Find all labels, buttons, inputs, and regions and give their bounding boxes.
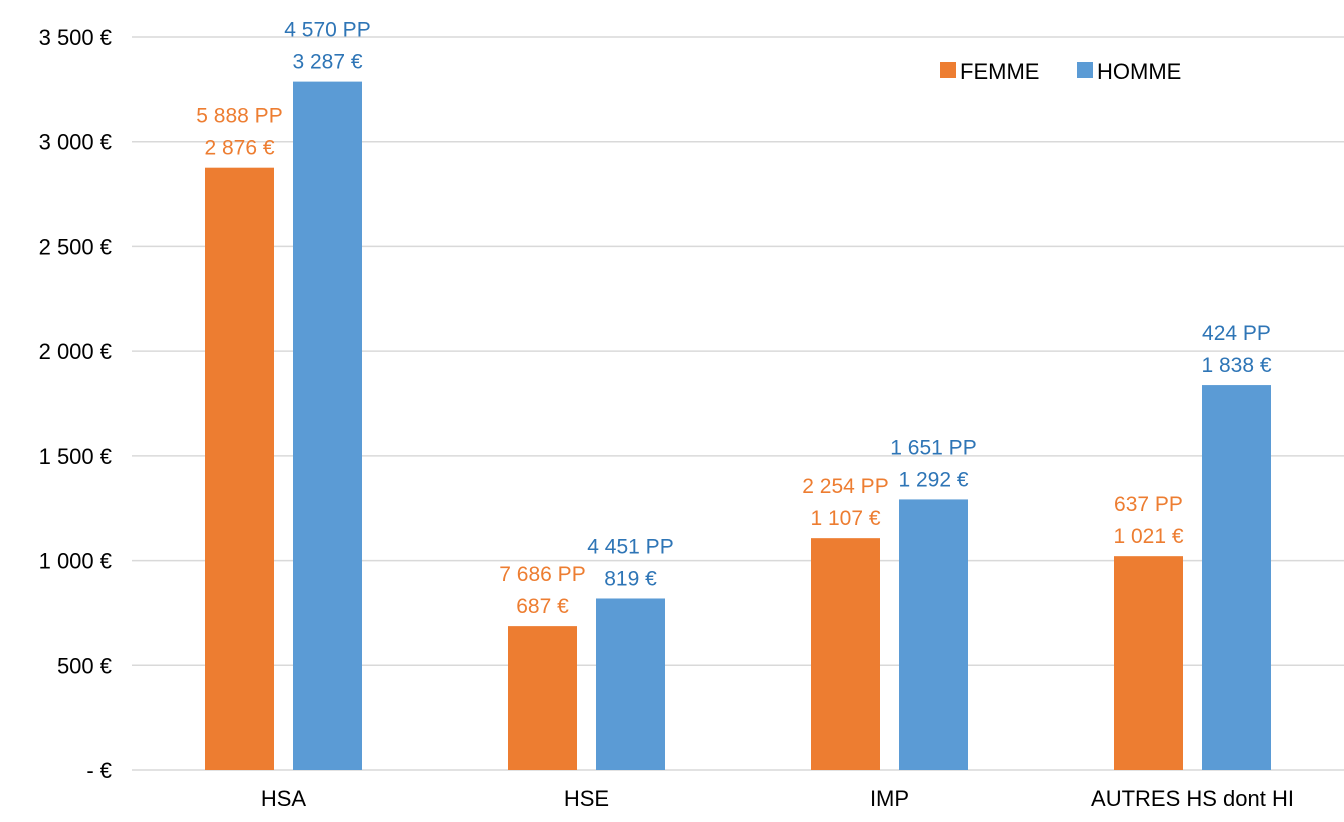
y-tick-label: - €: [86, 758, 112, 783]
bar-homme: [293, 81, 362, 771]
data-label-value: 1 021 €: [1113, 525, 1183, 548]
data-label-value: 1 292 €: [898, 468, 968, 491]
x-category-label: HSE: [564, 786, 609, 811]
bar-homme: [1202, 385, 1271, 770]
y-axis-tick-labels: - € 500 € 1 000 € 1 500 € 2 000 € 2 500 € 3 00…: [39, 25, 112, 783]
y-tick-label: 2 000 €: [39, 339, 112, 364]
legend-label-femme: FEMME: [960, 59, 1039, 84]
data-label-value: 1 838 €: [1201, 354, 1271, 377]
data-label-pp: 637 PP: [1114, 493, 1183, 516]
bar-homme: [899, 499, 968, 770]
legend-swatch-femme: [940, 62, 956, 78]
data-label-value: 819 €: [604, 567, 657, 590]
data-label-pp: 7 686 PP: [499, 563, 585, 586]
bar-femme: [508, 626, 577, 770]
x-axis-category-labels: HSA HSE IMP AUTRES HS dont HI: [261, 786, 1294, 811]
data-label-pp: 424 PP: [1202, 322, 1271, 345]
y-tick-label: 2 500 €: [39, 234, 112, 259]
bar-homme: [596, 598, 665, 770]
bar-femme: [205, 167, 274, 771]
x-category-label: IMP: [870, 786, 909, 811]
data-label-pp: 4 570 PP: [284, 19, 370, 42]
y-tick-label: 500 €: [57, 653, 112, 678]
bar-femme: [811, 538, 880, 770]
data-label-pp: 1 651 PP: [890, 436, 976, 459]
bar-femme: [1114, 556, 1183, 770]
data-label-value: 3 287 €: [292, 51, 362, 74]
data-label-pp: 4 451 PP: [587, 535, 673, 558]
y-tick-label: 3 000 €: [39, 130, 112, 155]
data-label-pp: 2 254 PP: [802, 475, 888, 498]
bars: [205, 81, 1271, 771]
data-label-value: 1 107 €: [810, 507, 880, 530]
y-tick-label: 3 500 €: [39, 25, 112, 50]
x-category-label: AUTRES HS dont HI: [1091, 786, 1294, 811]
legend: FEMME HOMME: [940, 59, 1181, 84]
y-tick-label: 1 000 €: [39, 549, 112, 574]
data-label-pp: 5 888 PP: [196, 105, 282, 128]
x-category-label: HSA: [261, 786, 307, 811]
legend-swatch-homme: [1077, 62, 1093, 78]
y-tick-label: 1 500 €: [39, 444, 112, 469]
data-label-value: 2 876 €: [204, 137, 274, 160]
legend-label-homme: HOMME: [1097, 59, 1181, 84]
data-labels: 2 876 € 5 888 PP 3 287 € 4 570 PP 687 € 7 686…: [196, 19, 1272, 619]
data-label-value: 687 €: [516, 595, 569, 618]
